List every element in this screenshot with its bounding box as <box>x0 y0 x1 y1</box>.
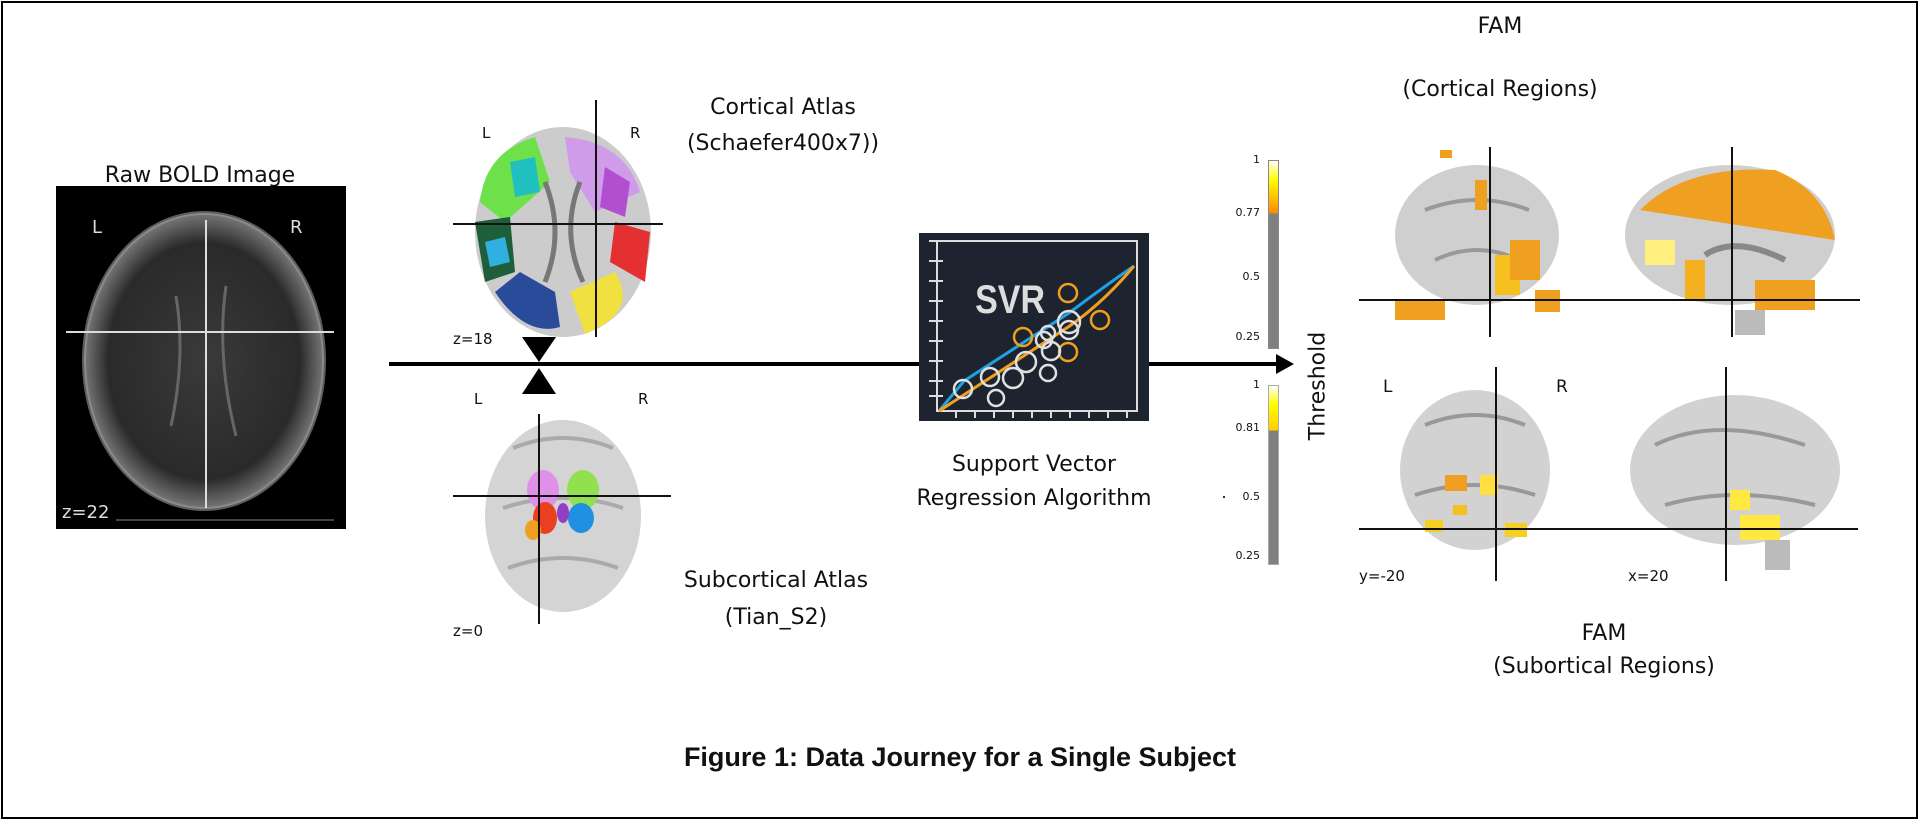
subcortical-right-label: R <box>638 390 649 408</box>
merge-triangle-down <box>522 337 556 362</box>
cortical-bar-max: 1 <box>1253 153 1260 166</box>
fam-sub-coronal-slice: y=-20 <box>1359 567 1405 585</box>
stray-dot <box>1223 496 1225 498</box>
bold-slice-label: z=22 <box>62 502 110 523</box>
fam-sub-left-label: L <box>1383 377 1393 397</box>
subcortical-left-label: L <box>474 390 483 408</box>
fam-cortical-title-1: FAM <box>1477 14 1523 39</box>
bold-image <box>56 186 346 529</box>
subcortical-colorbar <box>1268 385 1279 565</box>
subcortical-bar-threshold: 0.81 <box>1235 421 1261 434</box>
cortical-slice-label: z=18 <box>453 330 493 348</box>
merge-triangle-up <box>522 368 556 394</box>
cortical-right-label: R <box>630 124 641 142</box>
subcortical-atlas-image <box>453 414 671 624</box>
svr-plot-box: SVR <box>919 233 1149 421</box>
fam-sub-right-label: R <box>1556 377 1568 397</box>
fam-sub-title-1: FAM <box>1581 621 1627 646</box>
cortical-title-1: Cortical Atlas <box>710 95 856 120</box>
fam-cortical-title-2: (Cortical Regions) <box>1402 77 1598 102</box>
cortical-bar-mid: 0.5 <box>1242 270 1261 283</box>
cortical-title-2: (Schaefer400x7)) <box>686 131 880 156</box>
fam-cortical-images <box>1359 147 1860 337</box>
svr-caption-1: Support Vector <box>951 452 1117 477</box>
cortical-atlas-image <box>453 100 663 337</box>
fam-sub-sagittal-slice: x=20 <box>1628 567 1669 585</box>
subcortical-bar-max: 1 <box>1253 378 1260 391</box>
bold-right-label: R <box>290 217 303 238</box>
fam-subcortical-images <box>1359 367 1858 581</box>
subcortical-slice-label: z=0 <box>453 622 483 640</box>
cortical-left-label: L <box>482 124 491 142</box>
subcortical-title-2: (Tian_S2) <box>724 605 828 630</box>
fam-sub-title-2: (Subortical Regions) <box>1493 654 1715 679</box>
cortical-bar-min: 0.25 <box>1235 330 1261 343</box>
subcortical-bar-min: 0.25 <box>1235 549 1261 562</box>
svr-caption-2: Regression Algorithm <box>916 486 1152 511</box>
bold-title: Raw BOLD Image <box>104 163 296 188</box>
bold-left-label: L <box>92 217 103 238</box>
threshold-label: Threshold <box>1305 331 1331 441</box>
cortical-colorbar <box>1268 160 1279 349</box>
cortical-bar-threshold: 0.77 <box>1235 206 1261 219</box>
subcortical-title-1: Subcortical Atlas <box>683 568 869 593</box>
figure-caption: Figure 1: Data Journey for a Single Subj… <box>683 742 1237 772</box>
subcortical-bar-mid: 0.5 <box>1242 490 1261 503</box>
svr-label: SVR <box>975 276 1045 321</box>
